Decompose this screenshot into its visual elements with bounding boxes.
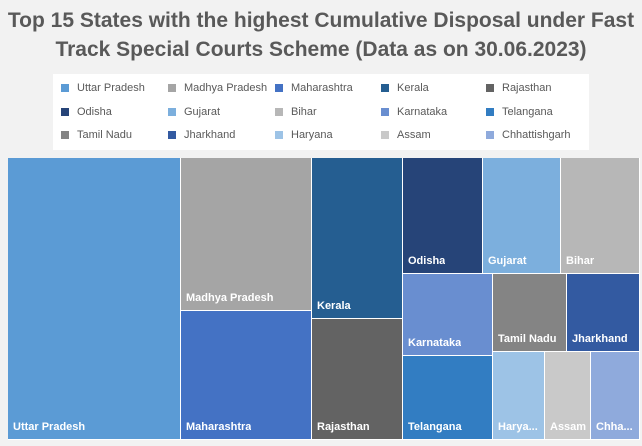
legend-label: Odisha	[77, 106, 112, 118]
legend-item-bihar: Bihar	[275, 104, 317, 120]
treemap-tile-assam: Assam	[545, 352, 591, 440]
legend-label: Gujarat	[184, 106, 221, 118]
treemap-tile-tamil-nadu: Tamil Nadu	[493, 274, 567, 352]
treemap-tile-gujarat: Gujarat	[483, 158, 561, 274]
legend-label: Uttar Pradesh	[77, 82, 145, 94]
legend-item-karnataka: Karnataka	[381, 104, 447, 120]
legend-item-assam: Assam	[381, 127, 431, 143]
treemap-label-chhattishgarh: Chha...	[596, 421, 633, 433]
treemap-label-assam: Assam	[550, 421, 587, 433]
treemap-label-odisha: Odisha	[408, 255, 446, 267]
legend-item-chhattishgarh: Chhattishgarh	[486, 127, 571, 143]
legend-swatch	[486, 131, 494, 139]
legend-item-telangana: Telangana	[486, 104, 553, 120]
legend-label: Assam	[397, 129, 431, 141]
legend-swatch	[275, 131, 283, 139]
legend-label: Chhattishgarh	[502, 129, 571, 141]
legend-label: Bihar	[291, 106, 317, 118]
legend-item-rajasthan: Rajasthan	[486, 80, 552, 96]
chart-title: Top 15 States with the highest Cumulativ…	[7, 9, 635, 61]
treemap-tile-rajasthan: Rajasthan	[312, 319, 403, 440]
treemap-tile-odisha: Odisha	[403, 158, 483, 274]
treemap-tile-telangana: Telangana	[403, 356, 493, 440]
legend-item-gujarat: Gujarat	[168, 104, 220, 120]
treemap-tile-jharkhand: Jharkhand	[567, 274, 640, 352]
legend-swatch	[168, 131, 176, 139]
legend-swatch	[275, 84, 283, 92]
treemap-tile-haryana: Harya...	[493, 352, 545, 440]
legend-swatch	[381, 108, 389, 116]
legend-label: Kerala	[397, 82, 429, 94]
legend-item-jharkhand: Jharkhand	[168, 127, 235, 143]
legend-swatch	[61, 131, 69, 139]
treemap-tile-uttar-pradesh: Uttar Pradesh	[8, 158, 181, 440]
legend-label: Madhya Pradesh	[184, 82, 268, 94]
legend-swatch	[381, 131, 389, 139]
legend-swatch	[381, 84, 389, 92]
treemap-label-gujarat: Gujarat	[488, 255, 527, 267]
treemap-tile-madhya-pradesh: Madhya Pradesh	[181, 158, 312, 311]
legend-item-maharashtra: Maharashtra	[275, 80, 353, 96]
legend-item-madhya-pradesh: Madhya Pradesh	[168, 80, 267, 96]
legend-swatch	[275, 108, 283, 116]
legend-swatch	[61, 84, 69, 92]
legend-swatch	[61, 108, 69, 116]
legend-swatch	[486, 108, 494, 116]
legend-item-haryana: Haryana	[275, 127, 333, 143]
treemap-label-maharashtra: Maharashtra	[186, 421, 252, 433]
legend-label: Rajasthan	[502, 82, 552, 94]
treemap-label-madhya-pradesh: Madhya Pradesh	[186, 292, 274, 304]
legend-label: Karnataka	[397, 106, 448, 118]
treemap-tile-bihar: Bihar	[561, 158, 640, 274]
legend-item-tamil-nadu: Tamil Nadu	[61, 127, 132, 143]
treemap-tile-maharashtra: Maharashtra	[181, 311, 312, 440]
treemap-tile-kerala: Kerala	[312, 158, 403, 319]
treemap-label-kerala: Kerala	[317, 300, 351, 312]
legend-label: Maharashtra	[291, 82, 353, 94]
legend-item-kerala: Kerala	[381, 80, 429, 96]
legend-item-odisha: Odisha	[61, 104, 112, 120]
legend-swatch	[168, 84, 176, 92]
legend-item-uttar-pradesh: Uttar Pradesh	[61, 80, 145, 96]
treemap-label-uttar-pradesh: Uttar Pradesh	[13, 421, 86, 433]
legend-swatch	[168, 108, 176, 116]
treemap-label-haryana: Harya...	[498, 421, 538, 433]
treemap-label-telangana: Telangana	[408, 421, 462, 433]
treemap-label-bihar: Bihar	[566, 255, 595, 267]
treemap-label-jharkhand: Jharkhand	[572, 333, 628, 345]
legend-label: Telangana	[502, 106, 553, 118]
treemap-plot-area: Uttar Pradesh Madhya Pradesh Maharashtra Ke…	[8, 158, 640, 440]
chart-legend: Uttar Pradesh Madhya Pradesh Maharashtra Ke…	[53, 74, 589, 150]
legend-swatch	[486, 84, 494, 92]
treemap-label-rajasthan: Rajasthan	[317, 421, 370, 433]
legend-label: Haryana	[291, 129, 333, 141]
legend-label: Tamil Nadu	[77, 129, 133, 141]
treemap-label-tamil-nadu: Tamil Nadu	[498, 333, 557, 345]
legend-label: Jharkhand	[184, 129, 236, 141]
treemap-tile-chhattishgarh: Chha...	[591, 352, 640, 440]
treemap-label-karnataka: Karnataka	[408, 337, 462, 349]
treemap-tile-karnataka: Karnataka	[403, 274, 493, 356]
